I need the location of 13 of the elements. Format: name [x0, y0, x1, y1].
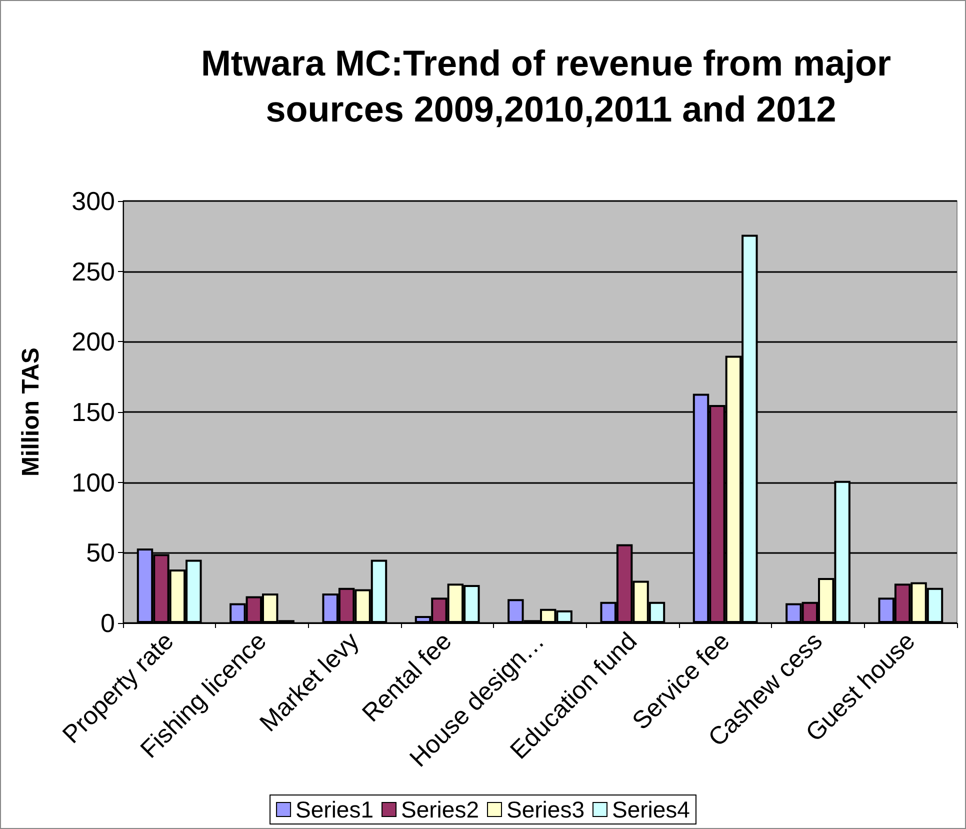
y-tick-label: 50 [86, 538, 115, 568]
y-tick-label: 300 [72, 186, 115, 216]
chart-title: Mtwara MC:Trend of revenue from major sources 2009,2010,2011 and 2012 [200, 42, 902, 130]
legend-label: Series4 [612, 796, 690, 822]
y-tick-label: 250 [72, 256, 115, 286]
y-tick-label: 100 [72, 467, 115, 498]
y-axis-title: Million TAS [18, 348, 44, 476]
y-tick-label: 0 [100, 608, 115, 638]
legend-label: Series1 [296, 796, 374, 822]
legend-label: Series3 [506, 796, 584, 822]
y-tick-label: 200 [72, 326, 115, 357]
y-tick-label: 150 [72, 397, 115, 427]
legend-label: Series2 [401, 796, 479, 822]
